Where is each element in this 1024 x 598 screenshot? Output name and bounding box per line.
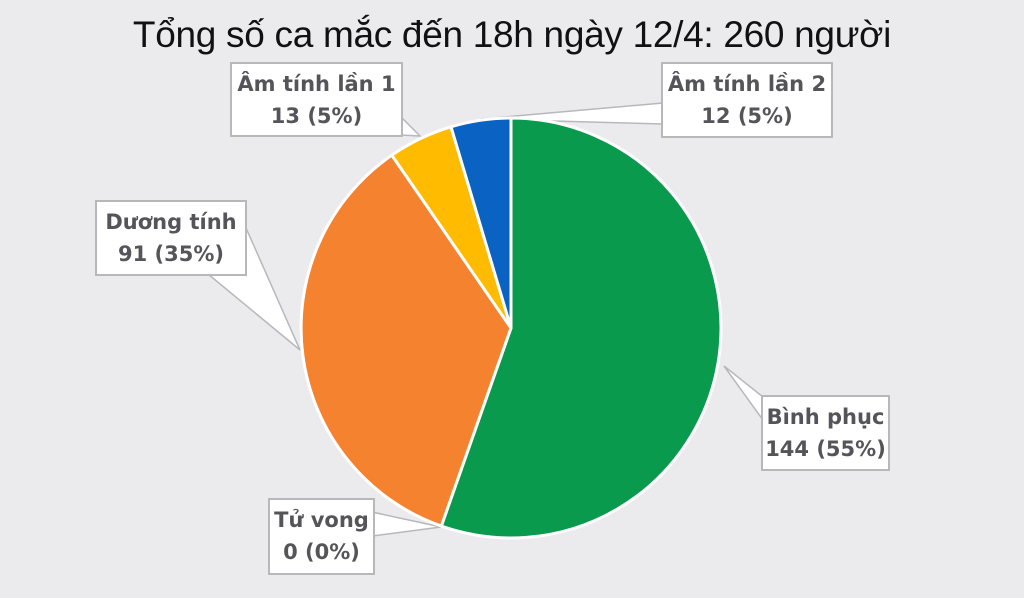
label-binh-phuc-value: 144 (55%) [765, 437, 886, 461]
label-binh-phuc-name: Bình phục [766, 405, 885, 429]
label-binh-phuc: Bình phục 144 (55%) [761, 395, 890, 471]
label-am-tinh-2-name: Âm tính lần 2 [667, 72, 827, 96]
label-tu-vong-value: 0 (0%) [283, 540, 360, 564]
label-tu-vong-name: Tử vong [274, 508, 369, 532]
label-duong-tinh-value: 91 (35%) [118, 242, 224, 266]
slice-am-tinh-2 [449, 116, 513, 330]
label-am-tinh-2: Âm tính lần 2 12 (5%) [661, 62, 833, 138]
label-am-tinh-2-value: 12 (5%) [701, 104, 793, 128]
label-tu-vong: Tử vong 0 (0%) [268, 498, 375, 575]
label-duong-tinh-name: Dương tính [105, 210, 237, 234]
label-am-tinh-1: Âm tính lần 1 13 (5%) [230, 62, 403, 137]
slice-duong-tinh [299, 153, 513, 528]
label-duong-tinh: Dương tính 91 (35%) [95, 200, 247, 276]
label-am-tinh-1-value: 13 (5%) [270, 104, 363, 128]
chart-title: Tổng số ca mắc đến 18h ngày 12/4: 260 ng… [132, 14, 892, 55]
label-am-tinh-1-name: Âm tính lần 1 [237, 72, 396, 96]
